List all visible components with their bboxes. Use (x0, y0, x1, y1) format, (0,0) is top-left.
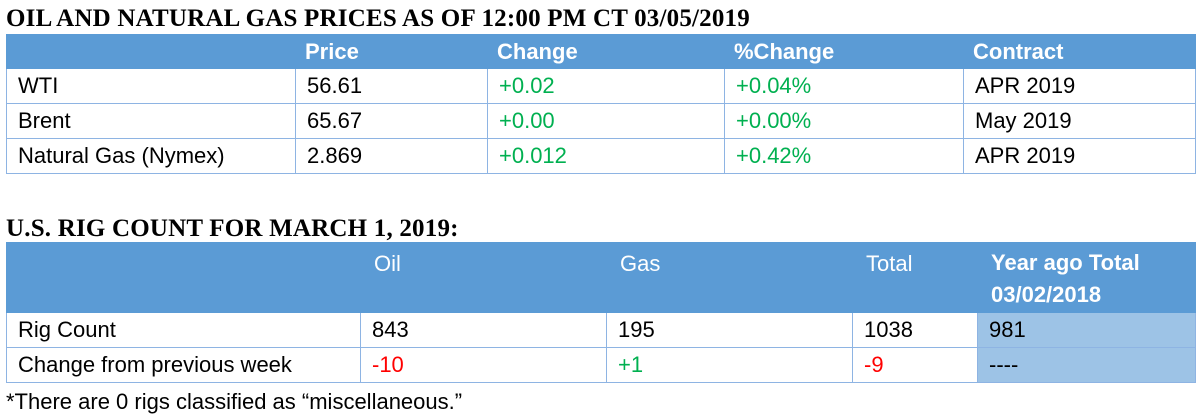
change-cell: +0.02 (487, 68, 725, 104)
rig-count-table: Oil Gas Total Year ago Total 03/02/2018 … (6, 242, 1196, 383)
contract-cell: May 2019 (963, 103, 1196, 139)
table-row: WTI 56.61 +0.02 +0.04% APR 2019 (6, 68, 1196, 104)
rig-header-year-ago: Year ago Total 03/02/2018 (977, 242, 1196, 313)
commodity-name: Brent (6, 103, 296, 139)
change-cell: +0.012 (487, 138, 725, 174)
year-ago-cell: 981 (977, 312, 1196, 348)
gas-cell: +1 (606, 347, 853, 383)
change-cell: +0.00 (487, 103, 725, 139)
prices-header-pct-change: %Change (724, 34, 964, 69)
year-ago-cell: ---- (977, 347, 1196, 383)
price-cell: 2.869 (295, 138, 488, 174)
prices-header-change: Change (487, 34, 725, 69)
table-row: Natural Gas (Nymex) 2.869 +0.012 +0.42% … (6, 138, 1196, 174)
price-cell: 65.67 (295, 103, 488, 139)
prices-header-row: Price Change %Change Contract (6, 34, 1196, 69)
prices-heading: OIL AND NATURAL GAS PRICES AS OF 12:00 P… (6, 5, 750, 32)
table-row: Rig Count 843 195 1038 981 (6, 312, 1196, 348)
rig-header-row: Oil Gas Total Year ago Total 03/02/2018 (6, 242, 1196, 313)
rig-row-label: Change from previous week (6, 347, 361, 383)
total-cell: -9 (852, 347, 978, 383)
rig-header-blank (6, 242, 361, 313)
prices-header-blank (6, 34, 296, 69)
rig-header-oil: Oil (360, 242, 607, 313)
commodity-name: WTI (6, 68, 296, 104)
total-cell: 1038 (852, 312, 978, 348)
pct-change-cell: +0.42% (724, 138, 964, 174)
prices-header-price: Price (295, 34, 488, 69)
rig-row-label: Rig Count (6, 312, 361, 348)
oil-cell: -10 (360, 347, 607, 383)
commodity-name: Natural Gas (Nymex) (6, 138, 296, 174)
prices-table: Price Change %Change Contract WTI 56.61 … (6, 34, 1196, 174)
oil-cell: 843 (360, 312, 607, 348)
contract-cell: APR 2019 (963, 138, 1196, 174)
footnote: *There are 0 rigs classified as “miscell… (6, 389, 463, 414)
price-cell: 56.61 (295, 68, 488, 104)
rig-header-gas: Gas (606, 242, 853, 313)
gas-cell: 195 (606, 312, 853, 348)
table-row: Brent 65.67 +0.00 +0.00% May 2019 (6, 103, 1196, 139)
rig-count-heading: U.S. RIG COUNT FOR MARCH 1, 2019: (6, 215, 459, 242)
table-row: Change from previous week -10 +1 -9 ---- (6, 347, 1196, 383)
pct-change-cell: +0.00% (724, 103, 964, 139)
pct-change-cell: +0.04% (724, 68, 964, 104)
contract-cell: APR 2019 (963, 68, 1196, 104)
rig-header-total: Total (852, 242, 978, 313)
prices-header-contract: Contract (963, 34, 1196, 69)
